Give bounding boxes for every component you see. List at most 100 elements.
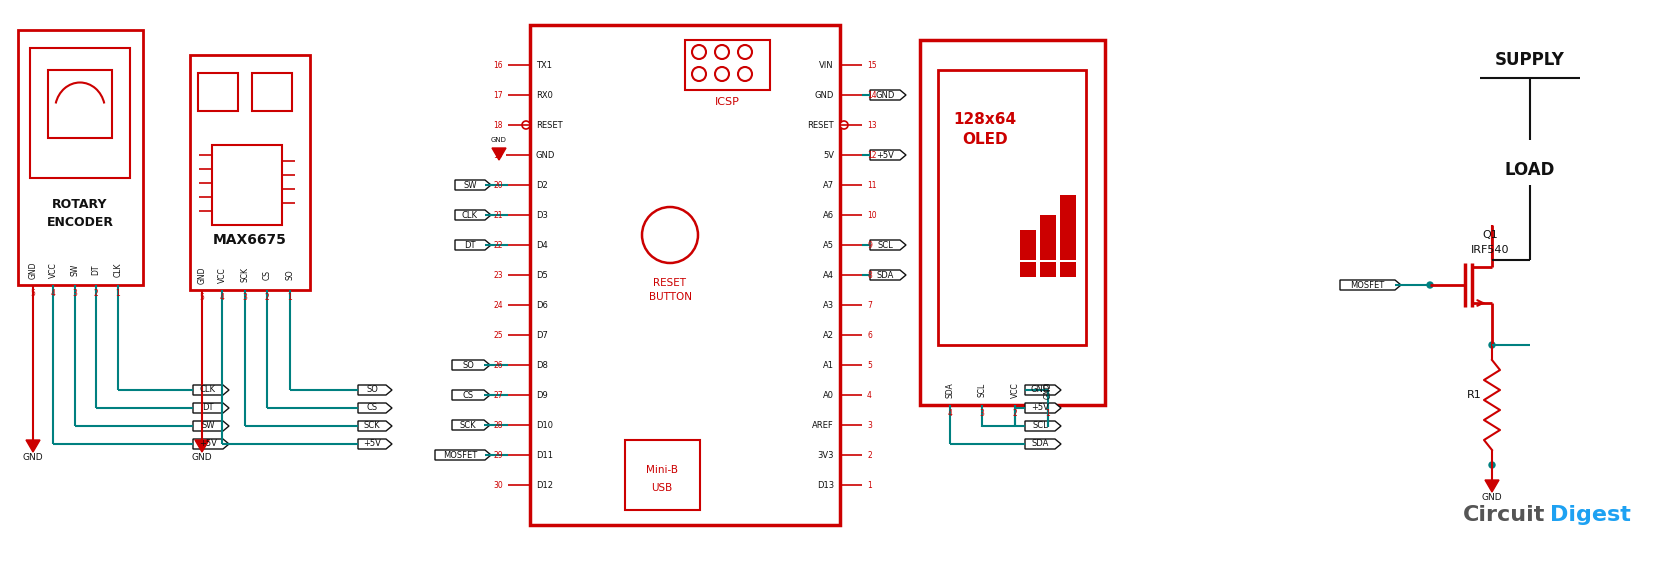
Text: 28: 28 <box>494 421 503 430</box>
Text: 2: 2 <box>867 451 872 460</box>
Text: 15: 15 <box>867 60 877 69</box>
Bar <box>18 30 144 285</box>
Text: 1: 1 <box>867 481 872 490</box>
Text: OLED: OLED <box>962 133 1007 148</box>
Text: 30: 30 <box>493 481 503 490</box>
Text: 19: 19 <box>493 151 503 160</box>
Polygon shape <box>434 450 491 460</box>
Polygon shape <box>1025 421 1060 431</box>
Circle shape <box>691 45 706 59</box>
Bar <box>625 440 700 510</box>
Text: Circuit: Circuit <box>1463 505 1545 525</box>
Text: SDA: SDA <box>877 271 893 280</box>
Text: D11: D11 <box>536 451 553 460</box>
Text: 18: 18 <box>494 121 503 130</box>
Circle shape <box>691 67 706 81</box>
Text: D8: D8 <box>536 360 548 369</box>
Text: SO: SO <box>463 360 474 369</box>
Polygon shape <box>27 440 40 452</box>
Text: GND: GND <box>1030 386 1050 394</box>
Polygon shape <box>194 403 229 413</box>
Text: 6: 6 <box>867 331 872 340</box>
Bar <box>1020 230 1035 260</box>
Text: SCL: SCL <box>1032 421 1047 430</box>
Text: SCL: SCL <box>977 383 987 397</box>
Text: CS: CS <box>366 403 377 412</box>
Text: 1: 1 <box>287 293 292 302</box>
Polygon shape <box>194 385 229 395</box>
Text: SCK: SCK <box>459 421 476 430</box>
Text: ROTARY: ROTARY <box>52 199 109 212</box>
Text: A5: A5 <box>823 240 833 249</box>
Text: MOSFET: MOSFET <box>443 451 478 460</box>
Text: GND: GND <box>815 90 833 99</box>
Bar <box>1020 262 1035 277</box>
Text: 9: 9 <box>867 240 872 249</box>
Text: A4: A4 <box>823 271 833 280</box>
Polygon shape <box>454 210 491 220</box>
Bar <box>1060 195 1075 260</box>
Text: D6: D6 <box>536 301 548 310</box>
Polygon shape <box>357 439 392 449</box>
Polygon shape <box>1025 385 1060 395</box>
Text: SO: SO <box>366 386 377 394</box>
Text: SCK: SCK <box>240 267 249 283</box>
Polygon shape <box>454 180 491 190</box>
Text: D4: D4 <box>536 240 548 249</box>
Text: 23: 23 <box>493 271 503 280</box>
Text: CLK: CLK <box>114 263 122 277</box>
Circle shape <box>738 45 752 59</box>
Text: SUPPLY: SUPPLY <box>1495 51 1565 69</box>
Text: 5: 5 <box>199 293 204 302</box>
Text: A6: A6 <box>823 210 833 219</box>
Text: GND: GND <box>1044 381 1052 399</box>
Bar <box>920 40 1106 405</box>
Text: RESET: RESET <box>807 121 833 130</box>
Text: VIN: VIN <box>820 60 833 69</box>
Polygon shape <box>195 440 209 452</box>
Text: 4: 4 <box>219 293 224 302</box>
Bar <box>1040 262 1055 277</box>
Bar <box>252 73 292 111</box>
Bar <box>685 40 770 90</box>
Text: SDA: SDA <box>945 382 955 398</box>
Text: ENCODER: ENCODER <box>47 217 114 230</box>
Text: D5: D5 <box>536 271 548 280</box>
Text: SW: SW <box>70 264 80 276</box>
Text: D13: D13 <box>817 481 833 490</box>
Text: D9: D9 <box>536 390 548 399</box>
Text: DT: DT <box>202 403 214 412</box>
Text: CLK: CLK <box>463 210 478 219</box>
Text: A0: A0 <box>823 390 833 399</box>
Text: DT: DT <box>92 265 100 275</box>
Text: 5: 5 <box>30 289 35 297</box>
Text: A2: A2 <box>823 331 833 340</box>
Text: GND: GND <box>23 453 43 462</box>
Text: +5V: +5V <box>877 151 893 160</box>
Text: SW: SW <box>202 421 215 430</box>
Text: CS: CS <box>463 390 474 399</box>
Text: D3: D3 <box>536 210 548 219</box>
Text: USB: USB <box>651 483 673 493</box>
Text: GND: GND <box>197 266 207 284</box>
Polygon shape <box>357 403 392 413</box>
Text: SO: SO <box>286 270 294 280</box>
Text: GND: GND <box>491 137 508 143</box>
Circle shape <box>840 121 848 129</box>
Text: A1: A1 <box>823 360 833 369</box>
Text: SDA: SDA <box>1032 439 1049 448</box>
Text: GND: GND <box>875 90 895 99</box>
Text: 7: 7 <box>867 301 872 310</box>
Text: RESET: RESET <box>536 121 563 130</box>
Text: 13: 13 <box>867 121 877 130</box>
Circle shape <box>738 67 752 81</box>
Text: SCK: SCK <box>364 421 381 430</box>
Text: TX1: TX1 <box>536 60 553 69</box>
Text: VCC: VCC <box>1010 382 1019 398</box>
Text: 2: 2 <box>94 289 99 297</box>
Text: AREF: AREF <box>812 421 833 430</box>
Polygon shape <box>194 421 229 431</box>
Text: 2: 2 <box>1012 408 1017 417</box>
Circle shape <box>1490 462 1495 468</box>
Bar <box>212 145 282 225</box>
